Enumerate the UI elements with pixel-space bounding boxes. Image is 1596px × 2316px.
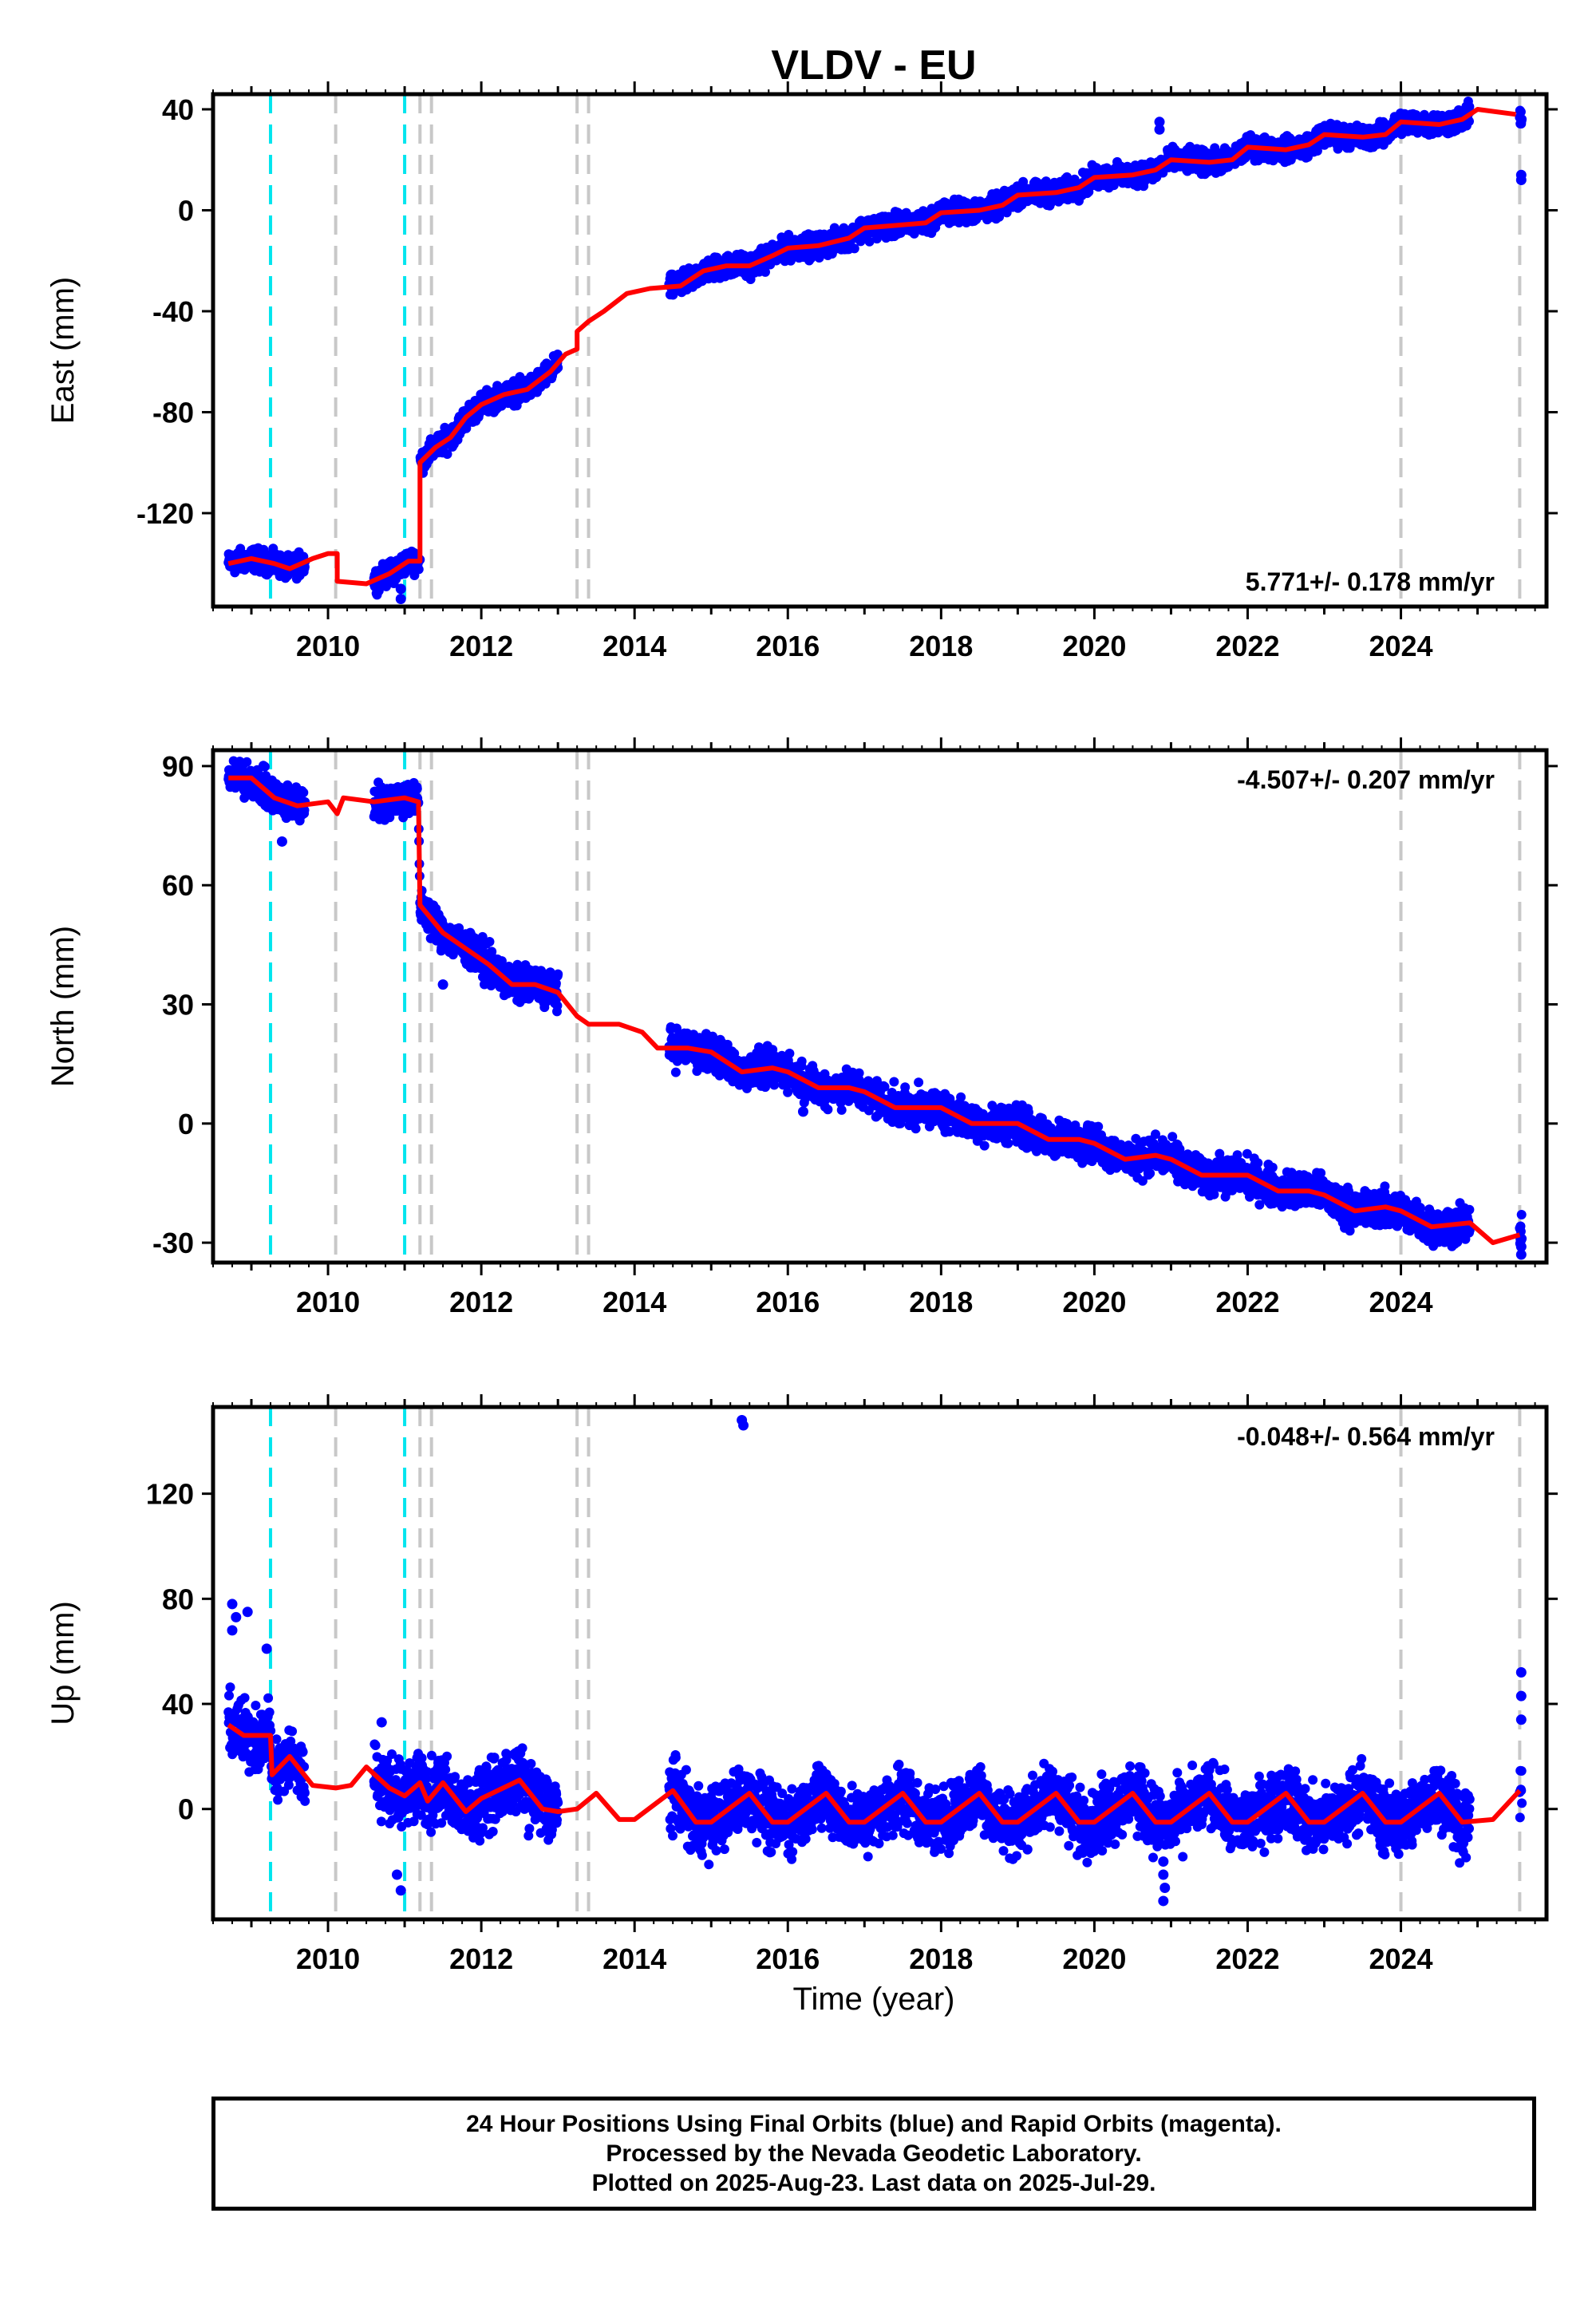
y-tick-label: -80 xyxy=(152,396,194,429)
data-point xyxy=(442,449,452,459)
data-point xyxy=(796,1056,807,1066)
data-point xyxy=(1312,146,1322,156)
data-point xyxy=(242,757,252,767)
data-point xyxy=(864,236,875,247)
data-point xyxy=(1018,176,1029,187)
y-axis-label: East (mm) xyxy=(45,277,81,424)
plot-area xyxy=(223,94,1527,607)
panels: 40 0 -40 -80 -120 2010 2012 2014 2016 2018 2020 202… xyxy=(45,81,1558,1975)
x-tick-label: 2016 xyxy=(756,630,820,662)
data-point xyxy=(412,784,422,794)
y-tick-label: 0 xyxy=(178,194,194,227)
x-tick-label: 2020 xyxy=(1062,630,1126,662)
data-point xyxy=(1517,114,1527,124)
x-tick-label: 2022 xyxy=(1215,630,1279,662)
chart-title: VLDV - EU xyxy=(771,42,976,89)
x-tick-label: 2014 xyxy=(602,630,666,662)
x-tick-label: 2024 xyxy=(1369,630,1432,662)
outlier-point xyxy=(1154,117,1165,128)
data-point xyxy=(298,788,309,798)
panel-east: 40 0 -40 -80 -120 2010 2012 2014 2016 2018 2020 202… xyxy=(45,81,1558,662)
model-line xyxy=(227,107,1516,587)
data-point xyxy=(849,243,859,254)
data-point xyxy=(484,937,495,947)
data-point xyxy=(487,947,497,957)
outlier-point xyxy=(395,583,406,595)
y-tick-label: 40 xyxy=(162,93,194,126)
data-point xyxy=(552,1001,563,1011)
data-point xyxy=(496,956,507,966)
outlier-point xyxy=(1515,175,1527,186)
velocity-label: 5.771+/- 0.178 mm/yr xyxy=(1246,567,1495,596)
data-point xyxy=(552,350,563,359)
outlier-point xyxy=(1154,124,1165,135)
data-point xyxy=(784,1049,795,1058)
outlier-point xyxy=(395,594,406,605)
x-tick-label: 2012 xyxy=(449,630,513,662)
data-point xyxy=(783,1087,793,1097)
y-tick-label: -120 xyxy=(136,497,194,530)
data-point xyxy=(413,564,424,575)
data-point xyxy=(551,978,561,989)
data-point xyxy=(553,969,563,979)
y-tick-label: -40 xyxy=(152,295,194,328)
x-tick-label: 2010 xyxy=(296,630,360,662)
data-point xyxy=(259,761,270,772)
data-point xyxy=(670,1067,681,1077)
plot-frame xyxy=(211,92,1549,609)
plot-area xyxy=(223,750,1527,1263)
data-point xyxy=(1515,107,1526,117)
x-tick-label: 2018 xyxy=(909,630,973,662)
data-point xyxy=(299,805,310,816)
